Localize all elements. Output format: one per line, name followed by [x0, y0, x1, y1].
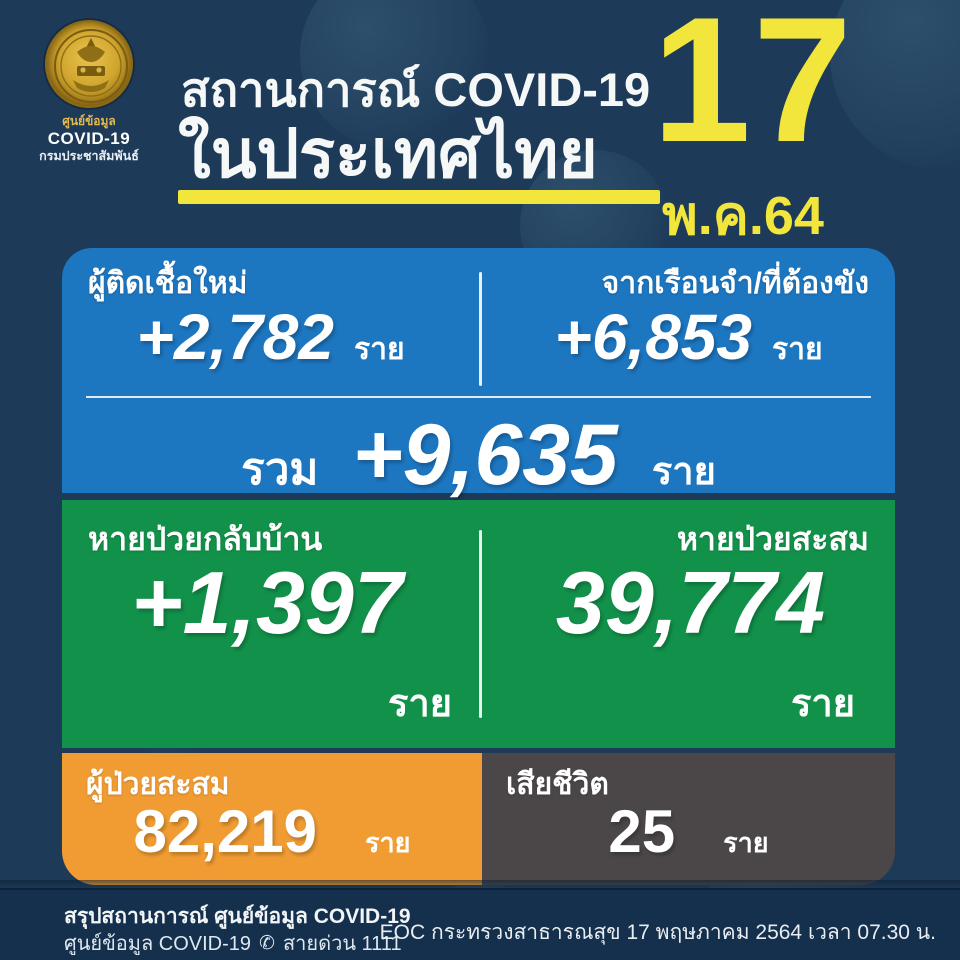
footer-hotline: สายด่วน 1111	[282, 933, 402, 955]
new-cases-value: +2,782	[136, 301, 334, 373]
total-new-unit: ราย	[651, 451, 716, 493]
deaths-unit: ราย	[723, 828, 769, 858]
total-new-value: +9,635	[352, 407, 618, 503]
recovered-panel: หายป่วยกลับบ้าน หายป่วยสะสม +1,397 39,77…	[62, 500, 895, 748]
title-underline	[178, 190, 660, 204]
footer-summary-title: สรุปสถานการณ์ ศูนย์ข้อมูล COVID-19	[64, 905, 411, 928]
total-new-label: รวม	[241, 445, 319, 494]
recovered-today-value: +1,397	[131, 553, 403, 652]
cumulative-cases-unit: ราย	[365, 828, 411, 858]
page-title-line1: สถานการณ์ COVID-19	[181, 63, 651, 116]
garuda-seal-icon	[45, 20, 133, 108]
vertical-divider	[479, 530, 482, 718]
recovered-today-unit: ราย	[387, 683, 452, 725]
logo-text-line1: ศูนย์ข้อมูล	[62, 114, 116, 128]
footer-shadow	[0, 880, 960, 890]
recovered-today-label: หายป่วยกลับบ้าน	[88, 521, 323, 557]
logo-text-line3: กรมประชาสัมพันธ์	[39, 149, 139, 164]
recovered-total-label: หายป่วยสะสม	[676, 521, 869, 557]
report-date-day: 17	[652, 0, 854, 179]
footer-source: ศูนย์ข้อมูล COVID-19	[64, 933, 252, 955]
deaths-label: เสียชีวิต	[506, 768, 609, 801]
prison-cases-label: จากเรือนจำ/ที่ต้องขัง	[601, 267, 869, 300]
footer-contact-line: ศูนย์ข้อมูล COVID-19 ✆ สายด่วน 1111	[64, 927, 402, 959]
prison-cases-value: +6,853	[554, 301, 752, 373]
vertical-divider	[479, 272, 482, 386]
logo-text-line2: COVID-19	[47, 128, 131, 148]
new-cases-panel: ผู้ติดเชื้อใหม่ +2,782 ราย จากเรือนจำ/ที…	[62, 248, 895, 503]
deaths-value: 25	[608, 798, 676, 865]
footer: สรุปสถานการณ์ ศูนย์ข้อมูล COVID-19 ศูนย์…	[0, 888, 960, 960]
agency-logo: ศูนย์ข้อมูล COVID-19 กรมประชาสัมพันธ์	[34, 20, 144, 164]
page-title-line2: ในประเทศไทย	[178, 117, 598, 192]
cumulative-cases-label: ผู้ป่วยสะสม	[86, 768, 230, 801]
new-cases-unit: ราย	[353, 333, 405, 366]
horizontal-divider	[86, 396, 871, 398]
new-cases-label: ผู้ติดเชื้อใหม่	[88, 267, 248, 300]
prison-cases-unit: ราย	[771, 333, 823, 366]
recovered-total-value: 39,774	[555, 553, 826, 652]
cumulative-cases-value: 82,219	[133, 798, 318, 865]
deaths-panel: เสียชีวิต 25 ราย	[482, 753, 895, 885]
report-date-month-year: พ.ค.64	[662, 186, 824, 246]
phone-icon: ✆	[259, 932, 275, 954]
cumulative-cases-panel: ผู้ป่วยสะสม 82,219 ราย	[62, 753, 482, 885]
footer-eoc-timestamp: EOC กระทรวงสาธารณสุข 17 พฤษภาคม 2564 เวล…	[379, 921, 936, 944]
recovered-total-unit: ราย	[790, 683, 855, 725]
